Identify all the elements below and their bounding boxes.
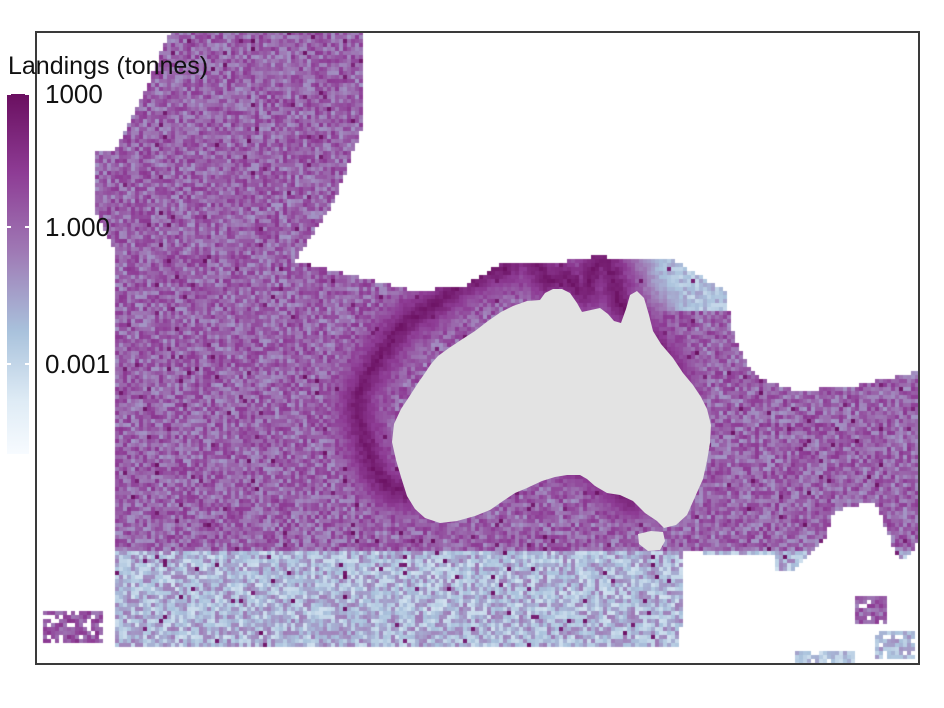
legend-tick-label: 1000 bbox=[45, 79, 103, 109]
color-legend: Landings (tonnes) 1000 1.000 0.001 bbox=[0, 48, 260, 468]
australia-landmass bbox=[392, 289, 711, 551]
legend-tick-label: 1.000 bbox=[45, 212, 111, 243]
landings-map[interactable] bbox=[35, 31, 920, 665]
legend-title: Landings (tonnes) bbox=[8, 52, 209, 80]
legend-colorbar bbox=[7, 94, 29, 454]
legend-tick-label: 0.001 bbox=[45, 349, 111, 379]
land-overlay bbox=[392, 289, 711, 551]
